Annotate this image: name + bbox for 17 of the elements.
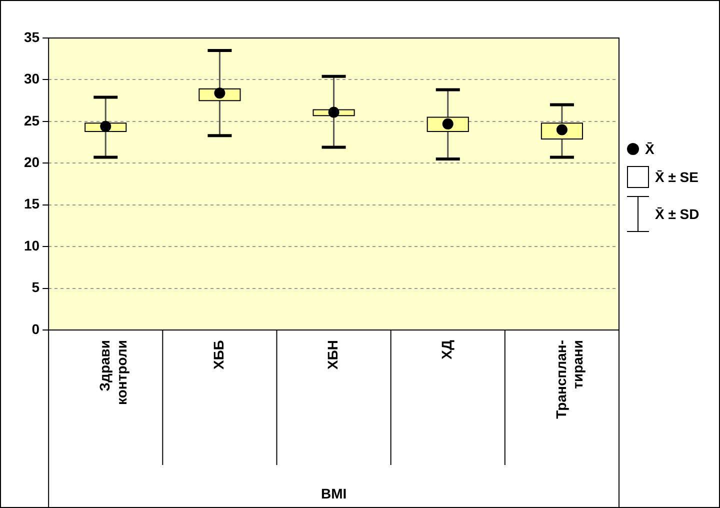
y-tick-label: 5 xyxy=(32,279,40,296)
x-tick-label: ХД xyxy=(438,340,455,360)
y-tick-label: 25 xyxy=(24,112,40,128)
x-tick-label: ХББ xyxy=(210,340,227,370)
x-tick-label: ХБН xyxy=(324,340,341,370)
y-tick-label: 15 xyxy=(24,196,40,212)
y-tick-label: 0 xyxy=(32,320,40,337)
y-tick-label: 20 xyxy=(24,154,40,170)
y-tick-label: 10 xyxy=(24,237,40,254)
x-tick-label: Трансплан-тирани xyxy=(552,340,586,419)
x-axis-title: BMI xyxy=(320,485,347,502)
text: X̄ ± SD xyxy=(655,206,700,222)
text: X̄ ± SE xyxy=(655,169,698,185)
y-tick-label: 30 xyxy=(24,70,40,87)
text: X̄ xyxy=(645,141,654,157)
x-tick-label: Здрави контроли xyxy=(96,340,130,405)
y-tick-label: 35 xyxy=(24,28,40,45)
